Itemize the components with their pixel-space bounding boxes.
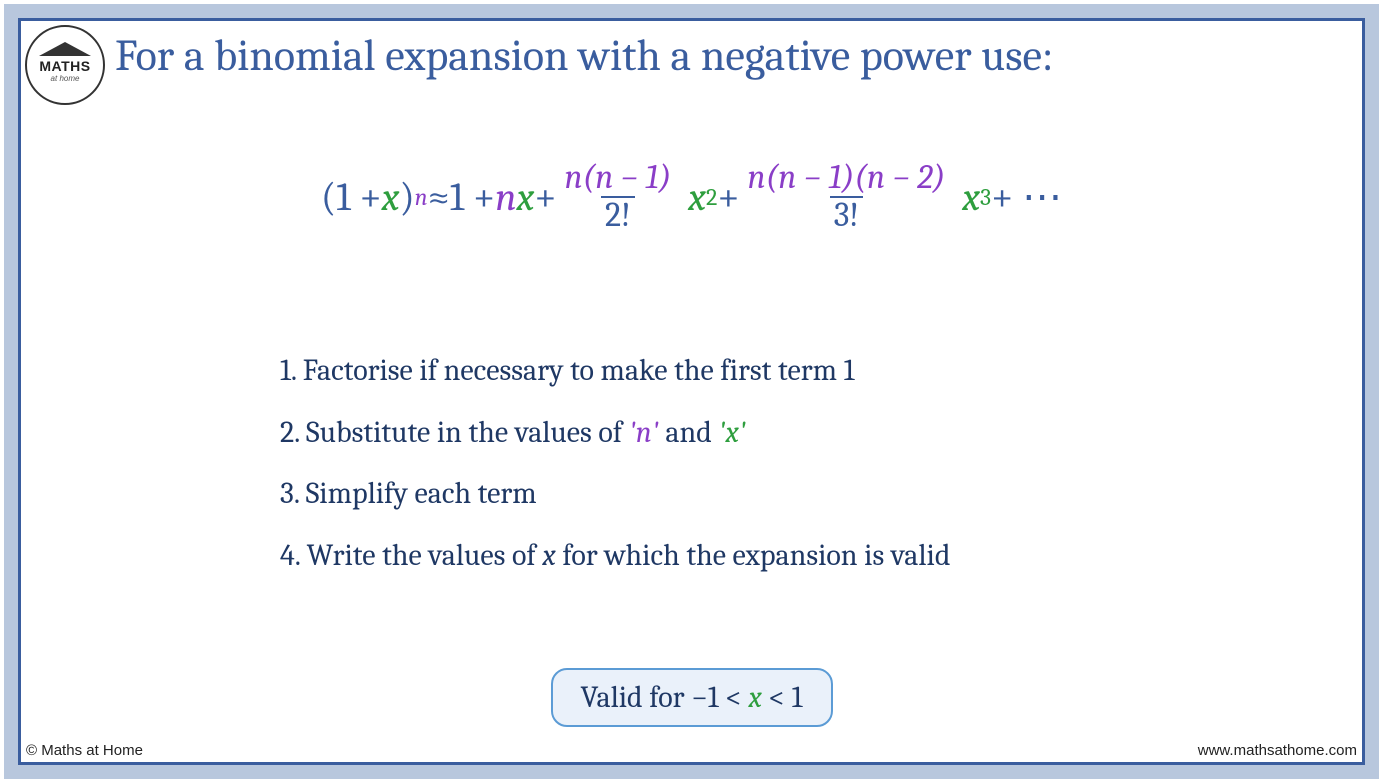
formula-t2-n: n <box>495 174 516 220</box>
formula-frac2-den: 2! <box>601 196 635 234</box>
step-1: 1. Factorise if necessary to make the fi… <box>280 340 950 402</box>
binomial-formula: (1 + x)n ≈ 1 + nx + n(n − 1) 2! x2 + n(n… <box>30 160 1353 233</box>
logo-subtext: at home <box>51 74 80 83</box>
formula-lhs-open: (1 + <box>321 174 382 220</box>
logo: MATHS at home <box>25 25 105 105</box>
formula-plus-2: + <box>717 174 739 220</box>
steps-list: 1. Factorise if necessary to make the fi… <box>280 340 950 586</box>
formula-t2-x: x <box>516 174 534 220</box>
step-2: 2. Substitute in the values of 'n' and '… <box>280 402 950 464</box>
formula-frac3-num: n(n − 1)(n − 2) <box>744 160 950 196</box>
validity-label: Valid for <box>580 680 691 715</box>
step-3: 3. Simplify each term <box>280 463 950 525</box>
step-2-a: 2. Substitute in the values of <box>280 415 629 450</box>
formula-plus-1: + <box>534 174 556 220</box>
formula-lhs-x: x <box>382 174 400 220</box>
formula-frac2-num: n(n − 1) <box>560 160 675 196</box>
formula-lhs-exp: n <box>415 183 428 211</box>
formula-t1: 1 + <box>450 174 495 220</box>
logo-roof-icon <box>39 42 91 56</box>
step-4-x: x <box>542 538 555 573</box>
formula-dots: + ⋯ <box>991 174 1062 220</box>
step-4: 4. Write the values of x for which the e… <box>280 525 950 587</box>
formula-approx: ≈ <box>428 174 450 220</box>
formula-t3-x: x <box>688 174 706 220</box>
formula-t3-exp: 2 <box>706 183 717 211</box>
step-2-n: 'n' <box>629 415 659 450</box>
formula-frac2: n(n − 1) 2! <box>560 160 675 233</box>
validity-rhs: < 1 <box>762 680 803 715</box>
formula-t4-x: x <box>962 174 980 220</box>
logo-text: MATHS <box>39 58 90 74</box>
validity-lhs: −1 < <box>691 680 748 715</box>
formula-t4-exp: 3 <box>980 183 991 211</box>
step-2-x: 'x' <box>718 415 745 450</box>
formula-frac3-den: 3! <box>830 196 863 234</box>
step-2-b: and <box>659 415 719 450</box>
step-4-a: 4. Write the values of <box>280 538 542 573</box>
validity-x: x <box>748 680 761 715</box>
copyright-text: © Maths at Home <box>26 742 143 759</box>
formula-frac3: n(n − 1)(n − 2) 3! <box>744 160 950 233</box>
step-4-b: for which the expansion is valid <box>556 538 951 573</box>
page-title: For a binomial expansion with a negative… <box>115 30 1353 81</box>
formula-lhs-close: ) <box>400 174 415 220</box>
validity-box: Valid for −1 < x < 1 <box>550 668 832 727</box>
website-url: www.mathsathome.com <box>1198 742 1357 759</box>
